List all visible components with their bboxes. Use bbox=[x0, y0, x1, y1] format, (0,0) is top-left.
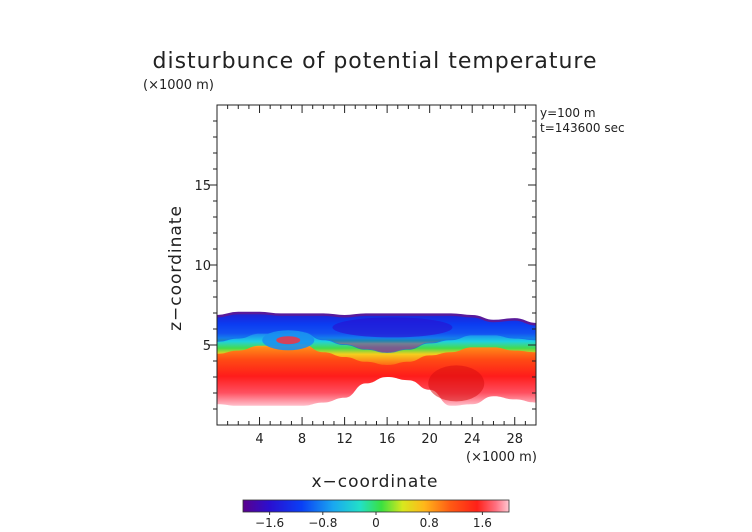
annotation-y: y=100 m bbox=[540, 106, 596, 120]
field-top-edge bbox=[217, 311, 536, 326]
field-layer bbox=[217, 311, 536, 406]
x-tick-label: 20 bbox=[421, 432, 438, 447]
x-axis-label: x−coordinate bbox=[312, 472, 439, 492]
y-tick-label: 10 bbox=[194, 259, 211, 274]
annotation-time: t=143600 sec bbox=[540, 121, 625, 135]
y-axis: 5 10 15 bbox=[194, 120, 536, 410]
colorbar-tick-label: 1.6 bbox=[473, 516, 492, 530]
x-tick-label: 12 bbox=[336, 432, 353, 447]
chart-title: disturbunce of potential temperature bbox=[153, 49, 598, 74]
x-tick-label: 16 bbox=[379, 432, 396, 447]
y-tick-label: 15 bbox=[194, 179, 211, 194]
x-tick-label: 28 bbox=[506, 432, 523, 447]
cold-core bbox=[332, 317, 453, 338]
x-tick-label: 24 bbox=[464, 432, 481, 447]
x-axis: 4 8 12 16 20 24 28 bbox=[227, 105, 526, 447]
x-tick-label: 4 bbox=[255, 432, 263, 447]
z-unit-label: (×1000 m) bbox=[143, 78, 214, 93]
cold-pocket-core bbox=[276, 336, 301, 345]
x-unit-label: (×1000 m) bbox=[466, 450, 537, 465]
colorbar-scale bbox=[242, 499, 510, 513]
y-axis-label: z−coordinate bbox=[166, 205, 186, 331]
colorbar-tick-label: −0.8 bbox=[308, 516, 337, 530]
colorbar: −1.6 −0.8 0 0.8 1.6 bbox=[242, 499, 510, 530]
colorbar-tick-label: 0 bbox=[372, 516, 380, 530]
warm-core bbox=[428, 365, 485, 402]
y-tick-label: 5 bbox=[203, 339, 211, 354]
colorbar-tick-label: 0.8 bbox=[420, 516, 439, 530]
x-tick-label: 8 bbox=[298, 432, 306, 447]
colorbar-tick-label: −1.6 bbox=[255, 516, 284, 530]
